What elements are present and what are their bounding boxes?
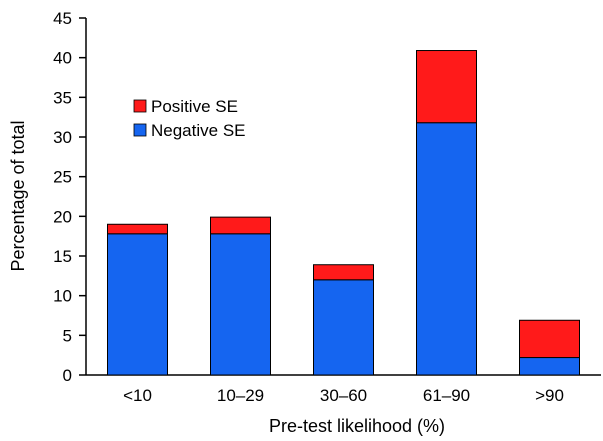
bars <box>107 50 580 376</box>
x-tick-label: 10–29 <box>217 386 264 405</box>
bar-segment-positive-se <box>313 264 374 281</box>
bar-segment-negative-se <box>519 357 580 376</box>
x-tick-label: >90 <box>535 386 564 405</box>
y-axis-label: Percentage of total <box>8 120 28 271</box>
bar-segment-positive-se <box>210 216 271 235</box>
bar-segment-positive-se <box>519 319 580 359</box>
x-tick-label: <10 <box>123 386 152 405</box>
x-axis-label: Pre-test likelihood (%) <box>269 416 445 436</box>
y-tick-label: 45 <box>53 9 72 28</box>
bar-segment-negative-se <box>210 233 271 376</box>
x-axis: <10 10–29 30–60 61–90 >90 <box>86 374 601 405</box>
y-tick-label: 25 <box>53 168 72 187</box>
y-tick-label: 15 <box>53 247 72 266</box>
y-tick-label: 20 <box>53 207 72 226</box>
legend-label: Positive SE <box>151 97 238 116</box>
legend-swatch <box>133 99 147 113</box>
legend-swatch <box>133 123 147 137</box>
bar-segment-negative-se <box>313 279 374 376</box>
legend: Positive SE Negative SE <box>133 97 246 140</box>
bar-segment-negative-se <box>107 233 168 376</box>
y-tick-label: 0 <box>63 366 72 385</box>
legend-label: Negative SE <box>151 121 246 140</box>
bar-segment-positive-se <box>107 223 168 235</box>
y-axis: 0 5 10 15 20 25 30 35 40 45 <box>53 9 87 385</box>
y-tick-label: 10 <box>53 287 72 306</box>
x-tick-label: 30–60 <box>320 386 367 405</box>
y-tick-label: 40 <box>53 49 72 68</box>
y-tick-label: 5 <box>63 326 72 345</box>
bar-segment-positive-se <box>416 50 477 124</box>
y-tick-label: 35 <box>53 88 72 107</box>
bar-segment-negative-se <box>416 122 477 376</box>
x-tick-label: 61–90 <box>423 386 470 405</box>
y-tick-label: 30 <box>53 128 72 147</box>
